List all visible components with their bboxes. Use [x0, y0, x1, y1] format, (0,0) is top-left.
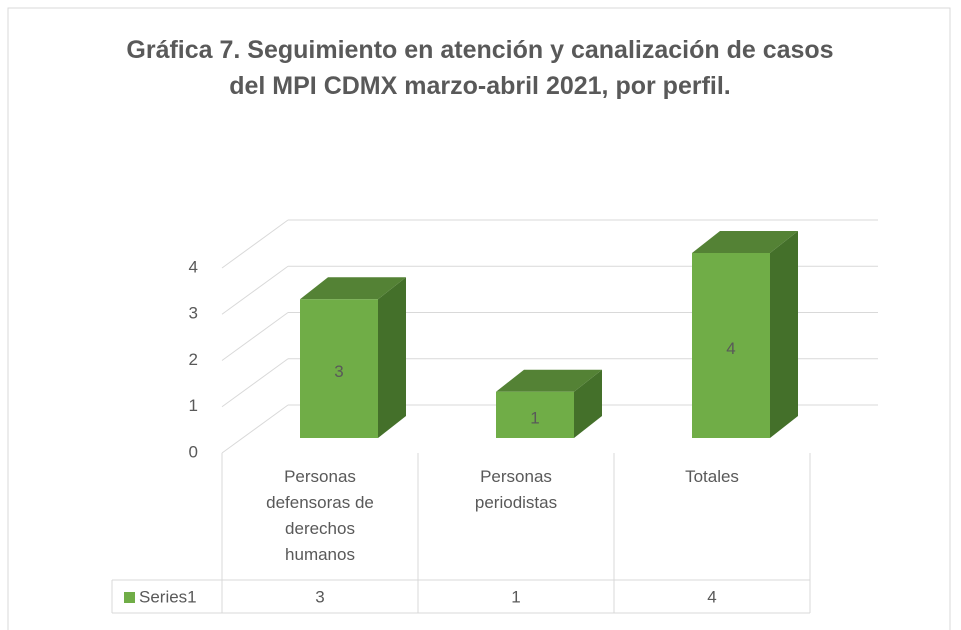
- data-label: 4: [726, 339, 735, 358]
- chart-title: Gráfica 7. Seguimiento en atención y can…: [126, 36, 834, 100]
- legend-swatch: [124, 592, 135, 603]
- bar-side: [574, 369, 602, 438]
- data-label: 3: [334, 362, 343, 381]
- bar: [496, 391, 574, 438]
- legend-label: Series1: [139, 587, 197, 606]
- x-tick-label: Totales: [685, 467, 739, 486]
- data-label: 1: [530, 408, 539, 427]
- grid-line: [221, 404, 289, 454]
- x-tick-label: Personas periodistas: [474, 467, 558, 512]
- bar: [692, 253, 770, 438]
- bar-top: [692, 231, 798, 253]
- y-tick-label: 0: [189, 442, 198, 461]
- bar-top: [300, 277, 406, 300]
- bar: [300, 299, 378, 438]
- bar-top: [496, 369, 602, 392]
- grid-line: [221, 265, 289, 315]
- grid-line: [221, 312, 289, 361]
- grid-line: [221, 219, 289, 269]
- y-tick-label: 3: [189, 304, 198, 323]
- table-value: 1: [511, 587, 520, 606]
- bar-side: [770, 231, 798, 438]
- grid-line: [221, 358, 289, 408]
- y-tick-label: 2: [189, 350, 198, 369]
- x-tick-label: Personas defensoras de derechos humanos: [266, 467, 374, 564]
- table-value: 3: [315, 587, 324, 606]
- y-tick-label: 1: [189, 396, 198, 415]
- y-tick-label: 4: [189, 257, 198, 276]
- bar-side: [378, 277, 406, 438]
- table-value: 4: [707, 587, 716, 606]
